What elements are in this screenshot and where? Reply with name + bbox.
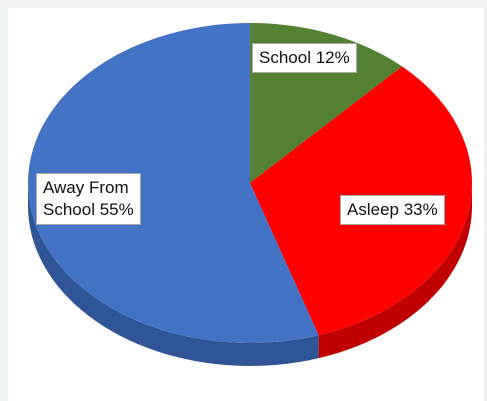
pie-side-away-from-school xyxy=(28,183,319,366)
pie-slice-away-from-school xyxy=(28,23,319,344)
pie-side-asleep xyxy=(318,183,472,359)
data-label-away-line2: School 55% xyxy=(43,200,134,219)
data-label-away-from-school: Away From School 55% xyxy=(36,173,141,225)
data-label-asleep-text: Asleep 33% xyxy=(347,200,438,219)
data-label-asleep: Asleep 33% xyxy=(340,195,445,225)
data-label-away-line1: Away From xyxy=(43,178,129,197)
data-label-school-text: School 12% xyxy=(259,48,350,67)
data-label-school: School 12% xyxy=(252,43,357,73)
